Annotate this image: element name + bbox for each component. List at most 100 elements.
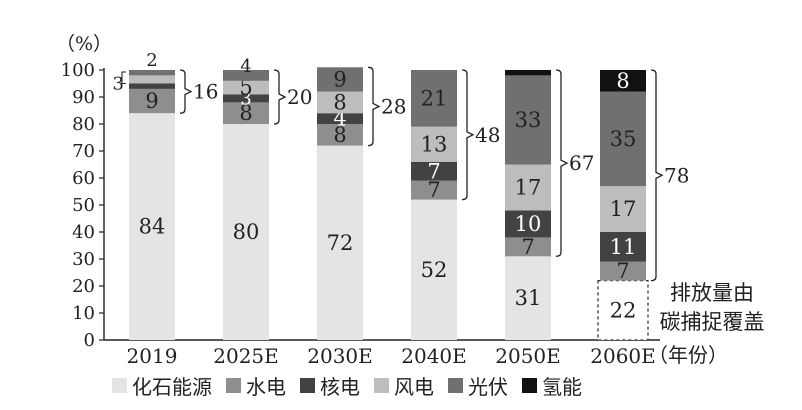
y-tick-label: 40 — [72, 222, 95, 243]
bar-segment — [411, 199, 457, 340]
bar-segment — [223, 80, 269, 95]
y-tick-label: 80 — [72, 114, 95, 135]
bar-value-label: 4 — [240, 56, 251, 77]
bar-segment — [129, 113, 175, 340]
bracket — [367, 66, 381, 147]
y-tick-label: 50 — [72, 195, 95, 216]
bracket — [179, 69, 193, 114]
stacked-bar-chart: （%） 0 10 20 30 40 50 60 70 80 90 100 2019 2025E 2030E… — [56, 33, 765, 368]
bracket-total-label: 20 — [287, 85, 312, 109]
bar-segment — [505, 75, 551, 165]
bar-segment — [317, 124, 363, 146]
bar-segment — [317, 145, 363, 340]
legend-item: 核电 — [300, 371, 360, 400]
bar-value-label: 7 — [521, 235, 534, 259]
legend-swatch — [226, 377, 241, 393]
y-tick-label: 30 — [72, 249, 95, 270]
y-tick-label: 70 — [72, 141, 95, 162]
x-tick-label: 2040E — [401, 344, 467, 368]
legend-item: 化石能源 — [112, 371, 212, 400]
bar-segment — [411, 161, 457, 181]
bracket-total-label: 67 — [569, 151, 594, 175]
legend-item: 水电 — [226, 371, 286, 400]
bar-value-label: 3 — [240, 88, 251, 109]
bar-segment — [600, 186, 646, 232]
bar-segment — [317, 67, 363, 92]
bar-segment — [600, 91, 646, 187]
legend-swatch — [448, 377, 463, 393]
legend-label: 氢能 — [542, 374, 582, 399]
bar-segment — [129, 88, 175, 114]
bar-value-label: 8 — [616, 69, 629, 93]
bar-segment — [411, 126, 457, 162]
bar-value-label: 7 — [427, 159, 440, 183]
bar-segment — [129, 70, 175, 76]
bar-value-label: 2 — [113, 74, 123, 93]
bar-value-label: 21 — [421, 86, 448, 110]
bracket-total-label: 48 — [475, 123, 500, 147]
bar-value-label: 17 — [515, 175, 542, 199]
bar-segment — [505, 237, 551, 257]
bar-value-label: 3 — [113, 73, 124, 94]
bar-segment — [505, 210, 551, 238]
bar-value-label: 31 — [515, 286, 542, 310]
bar-value-label: 84 — [139, 215, 166, 239]
y-tick-label: 90 — [72, 87, 95, 108]
bar-segment — [600, 232, 646, 262]
bar-value-label: 22 — [610, 298, 637, 322]
bar-value-label: 9 — [145, 89, 158, 113]
bar-value-label: 8 — [239, 101, 252, 125]
legend-item: 光伏 — [448, 371, 508, 400]
legend-label: 化石能源 — [132, 374, 212, 399]
x-tick-label: 2019 — [127, 344, 178, 368]
bar-segment — [411, 70, 457, 127]
bar-value-label: 10 — [515, 212, 542, 236]
bar-segment — [129, 75, 175, 84]
bar-value-label: 80 — [233, 220, 260, 244]
bar-segment — [317, 91, 363, 114]
legend-item: 风电 — [374, 371, 434, 400]
bar-segment — [505, 70, 551, 76]
bracket — [555, 69, 569, 257]
x-tick-label: 2060E — [590, 344, 656, 368]
legend-swatch — [374, 377, 389, 393]
bar-value-label: 7 — [427, 178, 440, 202]
x-tick-label: 2030E — [307, 344, 373, 368]
legend: 化石能源 水电 核电 风电 光伏 氢能 — [112, 371, 596, 400]
bar-value-label: 8 — [333, 123, 346, 147]
legend-label: 核电 — [320, 374, 360, 399]
bar-value-label: 11 — [610, 235, 637, 259]
bracket-total-label: 16 — [193, 80, 218, 104]
bar-segment — [505, 256, 551, 340]
bar-segment — [223, 94, 269, 103]
y-tick-label: 100 — [61, 60, 95, 81]
bar-segment — [223, 70, 269, 81]
legend-label: 光伏 — [468, 374, 508, 399]
legend-swatch — [300, 377, 315, 393]
bar-segment — [129, 83, 175, 89]
bar-value-label: 2 — [146, 50, 157, 71]
x-tick-label: 2025E — [213, 344, 279, 368]
y-tick-label: 20 — [72, 276, 95, 297]
bracket-total-label: 78 — [664, 163, 689, 187]
small-segment-bracket — [121, 71, 126, 85]
bar-value-label: 8 — [333, 90, 346, 114]
bar-segment — [600, 261, 646, 281]
bar-segment — [223, 102, 269, 124]
x-tick-label: 2050E — [495, 344, 561, 368]
bar-value-label: 52 — [421, 258, 448, 282]
bar-value-label: 5 — [239, 76, 252, 100]
bar-value-label: 9 — [333, 67, 346, 91]
bar-segment — [317, 113, 363, 124]
bracket — [650, 69, 664, 282]
axes: 0 10 20 30 40 50 60 70 80 90 100 2019 2025E 2030E 2040… — [61, 60, 660, 368]
bar-value-label: 13 — [421, 132, 448, 156]
y-unit-label: （%） — [56, 33, 112, 55]
bracket-total-label: 28 — [381, 94, 406, 118]
bracket — [461, 69, 475, 201]
ccs-annotation-line: 排放量由 — [670, 281, 754, 305]
bar-segment — [505, 164, 551, 211]
